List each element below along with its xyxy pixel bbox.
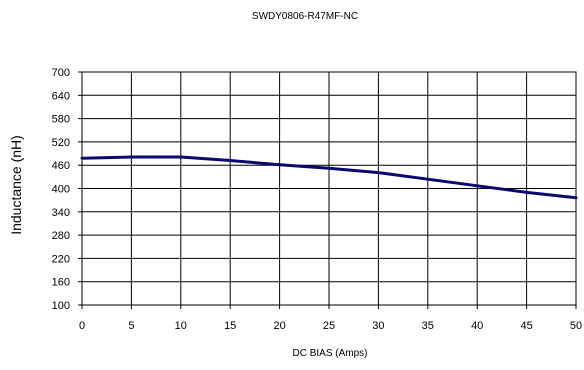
x-tick-label: 15 — [224, 320, 236, 332]
y-tick-label: 220 — [52, 253, 70, 265]
y-tick-label: 400 — [52, 184, 70, 196]
x-tick-label: 35 — [422, 320, 434, 332]
y-tick-label: 520 — [52, 137, 70, 149]
x-axis-label: DC BIAS (Amps) — [292, 348, 367, 359]
plot-area-frame — [81, 71, 577, 306]
y-tick-label: 460 — [52, 160, 70, 172]
chart-title: SWDY0806-R47MF-NC — [252, 11, 358, 22]
y-tick-label: 160 — [52, 277, 70, 289]
x-tick-label: 50 — [570, 320, 582, 332]
y-tick-label: 340 — [52, 207, 70, 219]
y-axis-label: Inductance (nH) — [8, 135, 24, 235]
series — [80, 155, 578, 200]
x-tick-label: 20 — [273, 320, 285, 332]
x-tick-labels: 0 5 10 15 20 25 30 35 40 45 50 — [79, 320, 582, 332]
x-tick-label: 10 — [175, 320, 187, 332]
y-tick-label: 100 — [52, 300, 70, 312]
x-tick-label: 5 — [128, 320, 134, 332]
series-line — [80, 155, 578, 200]
y-tick-label: 280 — [52, 230, 70, 242]
x-tick-label: 45 — [520, 320, 532, 332]
y-tick-label: 580 — [52, 114, 70, 126]
x-tick-label: 40 — [471, 320, 483, 332]
x-tick-label: 30 — [372, 320, 384, 332]
y-tick-labels: 100 160 220 280 340 400 460 520 580 640 700 — [52, 67, 70, 312]
y-tick-label: 640 — [52, 90, 70, 102]
x-tick-label: 25 — [323, 320, 335, 332]
y-tick-label: 700 — [52, 67, 70, 79]
axes — [78, 71, 577, 309]
x-tick-label: 0 — [79, 320, 85, 332]
